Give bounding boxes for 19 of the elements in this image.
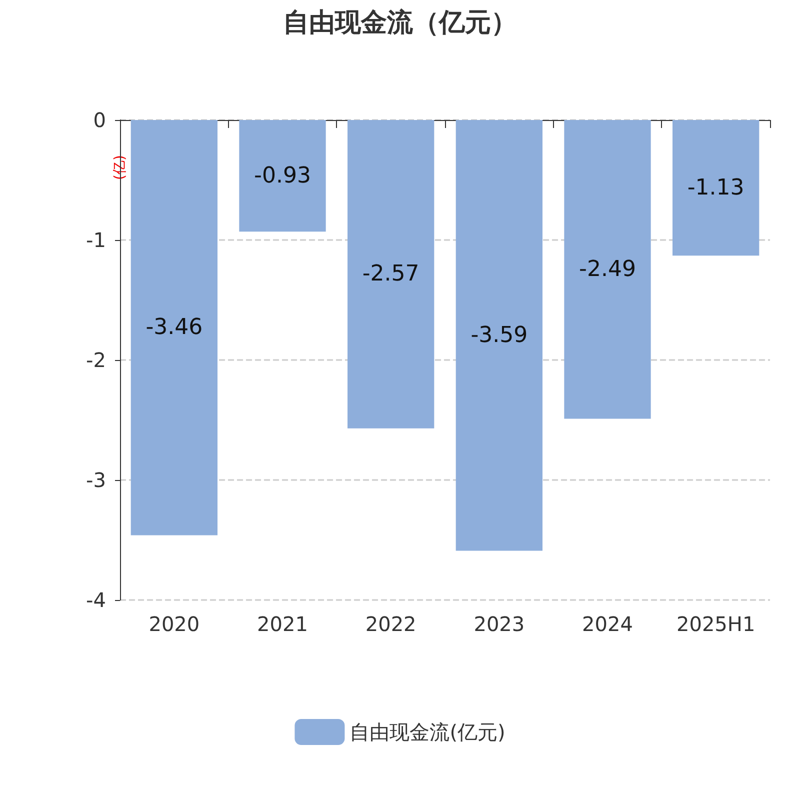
x-tick-label: 2025H1: [676, 612, 756, 636]
data-label: -1.13: [687, 175, 744, 200]
data-label: -2.49: [579, 256, 636, 282]
data-label: -0.93: [254, 163, 311, 188]
x-tick-label: 2022: [365, 612, 416, 636]
x-tick-label: 2023: [474, 612, 525, 636]
x-tick-label: 2021: [257, 612, 308, 636]
legend-label: 自由现金流(亿元): [350, 720, 506, 744]
data-label: -3.46: [146, 315, 203, 340]
y-tick-label: -3: [86, 468, 106, 492]
data-label: -3.59: [470, 322, 528, 348]
data-label: -2.57: [362, 262, 420, 287]
y-tick-label: 0: [93, 108, 106, 132]
x-tick-label: 2020: [148, 612, 200, 636]
chart-title: 自由现金流（亿元）: [283, 8, 517, 38]
y-tick-label: -4: [86, 588, 106, 612]
x-tick-label: 2024: [582, 612, 633, 636]
y-tick-label: -2: [86, 348, 106, 372]
y-tick-label: -1: [86, 228, 106, 252]
